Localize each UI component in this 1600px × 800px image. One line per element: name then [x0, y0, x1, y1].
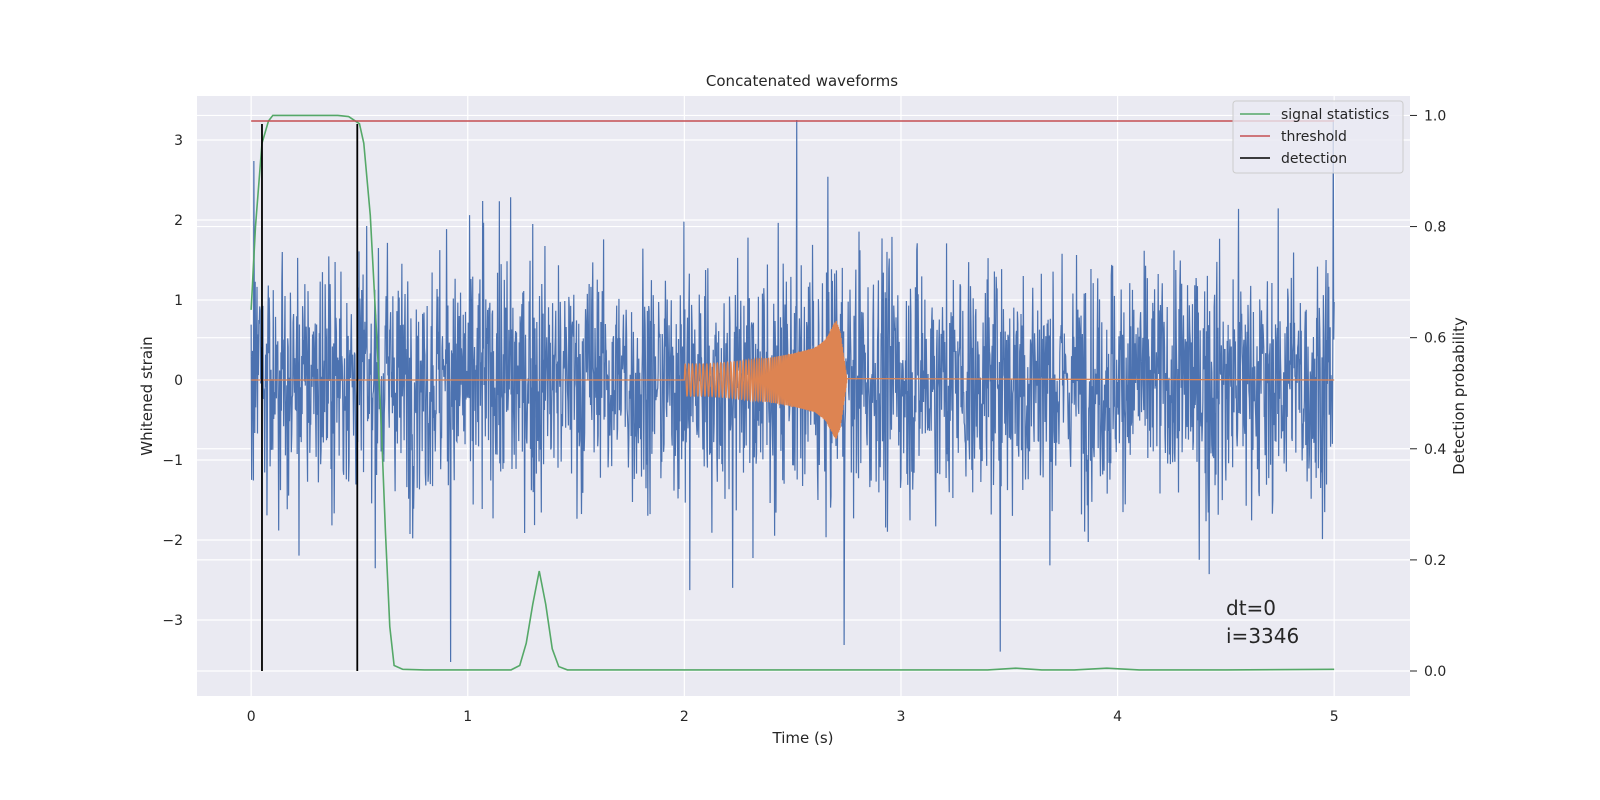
series-layer — [250, 114, 1335, 671]
y2-tick-label: 1.0 — [1424, 108, 1446, 124]
annotation-index: i=3346 — [1226, 624, 1299, 648]
chart-title: Concatenated waveforms — [706, 72, 898, 90]
y2-tick-label: 0.2 — [1424, 553, 1446, 569]
y2-tick-label: 0.0 — [1424, 664, 1446, 680]
legend-label-signal-statistics: signal statistics — [1281, 107, 1389, 123]
legend-label-threshold: threshold — [1281, 129, 1347, 145]
annotation-dt: dt=0 — [1226, 596, 1276, 620]
x-tick-label: 2 — [680, 709, 689, 725]
x-tick-label: 1 — [463, 709, 472, 725]
x-tick-label: 4 — [1113, 709, 1122, 725]
y2-tick-label: 0.4 — [1424, 442, 1446, 458]
y2-axis-label: Detection probability — [1450, 317, 1468, 475]
y-tick-label: 2 — [174, 213, 183, 229]
strain-line — [250, 119, 1335, 663]
x-tick-label: 0 — [247, 709, 256, 725]
signal-statistics-line — [250, 114, 1335, 671]
x-tick-label: 5 — [1330, 709, 1339, 725]
y-ticks: −3 −2 −1 0 1 2 3 — [162, 133, 183, 629]
legend-box — [1232, 100, 1404, 174]
x-tick-label: 3 — [897, 709, 906, 725]
legend: signal statistics threshold detection — [1232, 100, 1404, 174]
y2-ticks: 0.0 0.2 0.4 0.6 0.8 1.0 — [1410, 108, 1446, 680]
y-axis-label: Whitened strain — [138, 336, 156, 455]
y2-tick-label: 0.6 — [1424, 331, 1446, 347]
template-line — [251, 320, 1335, 439]
y-tick-label: 1 — [174, 293, 183, 309]
y-tick-label: 0 — [174, 373, 183, 389]
x-axis-label: Time (s) — [772, 729, 834, 747]
y-tick-label: 3 — [174, 133, 183, 149]
y2-tick-label: 0.8 — [1424, 220, 1446, 236]
legend-label-detection: detection — [1281, 151, 1347, 167]
y-tick-label: −1 — [162, 453, 183, 469]
y-tick-label: −2 — [162, 533, 183, 549]
x-ticks: 0 1 2 3 4 5 — [247, 709, 1339, 725]
y-tick-label: −3 — [162, 613, 183, 629]
